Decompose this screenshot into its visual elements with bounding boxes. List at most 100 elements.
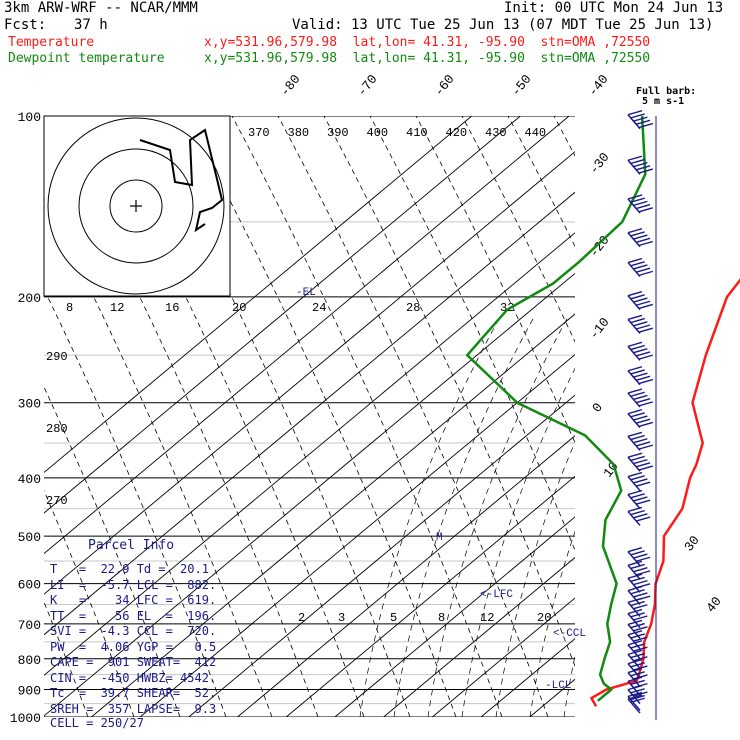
wind-barb-flag [638,378,653,385]
wind-barb-flag [630,662,645,668]
wind-barb [627,640,648,660]
wind-barb-flag [633,636,648,642]
pressure-tick-label: 700 [18,618,41,633]
moist-adiabat-line [461,367,575,717]
wind-barb-flag [633,438,648,444]
wind-barb-flag [627,630,643,636]
parcel-row: CIN = -450 HWBZ= 4542. [50,670,217,685]
wind-barb-flag [627,290,643,297]
dry-adiabat-line [646,116,740,717]
isotherm-line [432,597,575,717]
wind-barb-flag [633,161,648,168]
isotherm-line [383,556,575,717]
moist-adiabat-line [598,317,738,717]
parcel-row: CELL = 250/27 [50,716,144,730]
wind-barb-flag [638,303,653,310]
wind-barb-flag [630,509,645,516]
isotherm-label: -30 [586,150,612,178]
wind-barb-flag [630,563,645,570]
wind-barb-flag [630,475,645,481]
wind-barb-flag [633,478,648,484]
parcel-row: TT = 56 EL = 196. [50,608,217,623]
wind-barb-staff [627,318,641,334]
dry-adiabat-line [692,116,740,717]
moist-adiabat-line [359,316,501,717]
wind-barb-flag [633,626,648,632]
moist-adiabat-line [427,316,569,717]
isotherm-line [44,116,472,474]
wind-barb-flag [630,493,645,499]
wind-barb-flag [635,516,651,522]
wind-barb-staff [627,435,641,451]
wind-barb-staff [627,198,641,214]
theta-label: 400 [367,126,389,140]
model-title: 3km ARW-WRF -- NCAR/MMM [4,0,198,16]
wind-barb-flag [630,643,645,649]
isotherm-line [676,116,740,717]
wind-barb [627,489,651,510]
wind-barb-flag [633,264,648,270]
wind-barb [627,506,651,526]
theta-e-left-label: 290 [46,350,68,364]
lcl-marker: -LCL [545,680,571,692]
wind-barb-flag [638,122,653,129]
temperature-legend: Temperature [8,35,95,50]
wind-barb-flag [630,633,645,639]
wind-barb-flag [638,270,653,277]
pressure-tick-label: 100 [18,110,41,125]
hodograph-ring [109,179,163,233]
wind-barb-flag [630,344,645,351]
wind-barb-flag [633,458,648,465]
dry-adiabat-line [93,116,365,717]
isotherm-line [44,116,570,555]
wind-barb-staff [627,564,641,580]
mixing-ratio-label: 12 [480,611,494,625]
wind-barb-flag [635,462,651,468]
temperature-station-info: x,y=531.96,579.98 lat,lon= 41.31, -95.90… [204,35,651,50]
wind-barb-flag [627,608,643,615]
hodograph-ring [47,117,225,295]
isotherm-line [44,272,575,717]
dewpoint-station-info: x,y=531.96,579.98 lat,lon= 41.31, -95.90… [204,51,651,66]
theta-e-label: 8 [66,301,73,315]
wind-barb-flag [635,165,651,171]
dry-adiabat-line [44,489,135,717]
wind-barb-flag [627,314,643,321]
wind-barb-flag [638,444,653,450]
wind-barb-flag [630,622,645,629]
wind-barb-flag [638,465,653,471]
isotherm-line [139,353,575,717]
wind-barb-flag [627,658,643,665]
isotherm-label: -60 [431,72,457,100]
wind-barb-flag [630,294,645,300]
wind-barb-flag [638,240,653,247]
wind-barb-flag [630,317,645,324]
wind-barb-flag [630,694,645,701]
pressure-tick-label: 800 [18,653,41,668]
wind-barb-flag [630,550,645,556]
parcel-row: SREH = 357 LAPSE= 9.3 [50,701,217,716]
wind-barb-flag [638,327,653,333]
hodograph-trace [139,128,224,233]
wind-barb-flag [627,471,643,478]
wind-barb-flag [633,415,648,421]
wind-barb-staff [627,345,641,361]
wind-barb-flag [635,324,651,330]
theta-e-label: 24 [312,301,326,315]
moist-adiabat-line [393,316,535,717]
wind-barb [627,314,653,334]
wind-barb-flag [633,234,648,240]
isotherm-label: -50 [508,72,534,100]
wind-barb-flag [627,155,643,161]
wind-barb-flag [633,615,648,621]
wind-barb [627,290,653,311]
hodograph-ring [78,148,194,264]
wind-barb-flag [633,297,648,303]
wind-barb-flag [638,354,653,360]
theta-label: 370 [248,126,270,140]
wind-barb-staff [627,577,641,593]
mixing-ratio-label: 5 [390,611,397,625]
wind-barb-flag [627,431,643,438]
wind-barb-flag [627,667,643,674]
isotherm-line [480,638,575,717]
